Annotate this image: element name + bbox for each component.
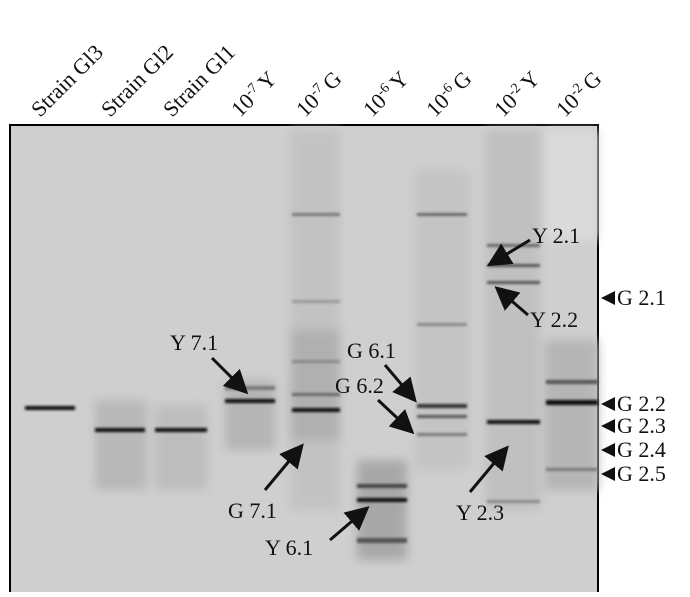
lane-label: 10-7Y — [226, 66, 282, 122]
side-arrow — [601, 397, 615, 411]
lane-label: 10-2G — [551, 66, 607, 122]
lane-label: Strain Gl3 — [26, 39, 108, 121]
band-label: Y 2.1 — [532, 223, 580, 248]
band-label: Y 2.2 — [530, 307, 578, 332]
lane-label: 10-6Y — [358, 66, 414, 122]
side-label: G 2.5 — [617, 461, 666, 486]
side-label: G 2.1 — [617, 285, 666, 310]
lane-label: 10-7G — [291, 66, 347, 122]
annotations: Y 7.1 G 7.1 Y 6.1 G 6.1 G 6.2 Y 2.1 Y 2.2 Y 2.3… — [170, 223, 666, 560]
band-label: G 7.1 — [228, 498, 277, 523]
side-arrow — [601, 291, 615, 305]
side-label: G 2.4 — [617, 437, 666, 462]
side-label: G 2.3 — [617, 413, 666, 438]
side-arrow — [601, 419, 615, 433]
lane-label: 10-6G — [421, 66, 477, 122]
band-label: Y 7.1 — [170, 330, 218, 355]
band-label: Y 2.3 — [456, 500, 504, 525]
side-label: G 2.2 — [617, 391, 666, 416]
side-arrow — [601, 443, 615, 457]
lane-label: 10-2Y — [489, 66, 545, 122]
band-label: G 6.1 — [347, 338, 396, 363]
band-label: Y 6.1 — [265, 535, 313, 560]
side-arrow — [601, 467, 615, 481]
band-label: G 6.2 — [335, 373, 384, 398]
